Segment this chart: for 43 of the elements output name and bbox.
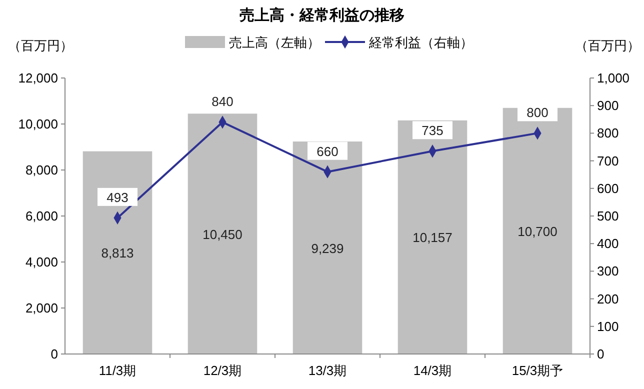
x-tick-label: 15/3期予 [512, 363, 564, 378]
y2-tick-label: 500 [597, 208, 619, 224]
data-label: 660 [316, 144, 338, 159]
y2-tick-label: 300 [597, 264, 619, 279]
y-tick-label: 8,000 [25, 162, 58, 178]
y2-tick-label: 400 [597, 236, 619, 252]
y-tick-label: 10,000 [18, 116, 58, 132]
y2-tick-label: 900 [597, 98, 619, 114]
data-label: 9,239 [311, 240, 344, 256]
y2-tick-label: 800 [597, 126, 619, 141]
chart-title: 売上高・経常利益の推移 [240, 6, 404, 24]
data-label: 840 [212, 94, 234, 110]
y-tick-label: 6,000 [25, 208, 58, 224]
y-tick-label: 4,000 [25, 254, 58, 270]
y2-tick-label: 0 [597, 346, 604, 362]
x-tick-label: 14/3期 [413, 363, 452, 378]
data-label: 493 [106, 190, 128, 205]
x-tick-label: 11/3期 [98, 363, 136, 378]
x-tick-label: 12/3期 [203, 363, 242, 378]
y2-tick-label: 600 [597, 180, 619, 196]
y2-axis-title: （百万円） [575, 38, 640, 53]
y2-tick-label: 100 [597, 318, 619, 334]
bar [188, 114, 258, 354]
y2-tick-label: 700 [597, 153, 619, 168]
data-label: 10,450 [202, 226, 242, 242]
bar [82, 151, 152, 354]
data-label: 10,157 [412, 230, 452, 246]
data-label: 10,700 [518, 224, 558, 239]
y-tick-label: 0 [50, 346, 58, 362]
data-label: 735 [422, 123, 444, 138]
bar [398, 120, 468, 354]
y-tick-label: 2,000 [25, 300, 58, 316]
y-tick-label: 12,000 [18, 70, 58, 86]
y2-tick-label: 1,000 [597, 70, 630, 86]
legend-label: 経常利益（右軸） [368, 35, 473, 50]
legend-label: 売上高（左軸） [229, 35, 320, 50]
y-axis-title: （百万円） [8, 38, 73, 53]
y2-tick-label: 200 [597, 291, 619, 306]
data-label: 8,813 [101, 246, 134, 261]
bar [292, 142, 362, 354]
bar [502, 108, 572, 354]
x-tick-label: 13/3期 [308, 363, 347, 378]
data-label: 800 [526, 105, 548, 120]
